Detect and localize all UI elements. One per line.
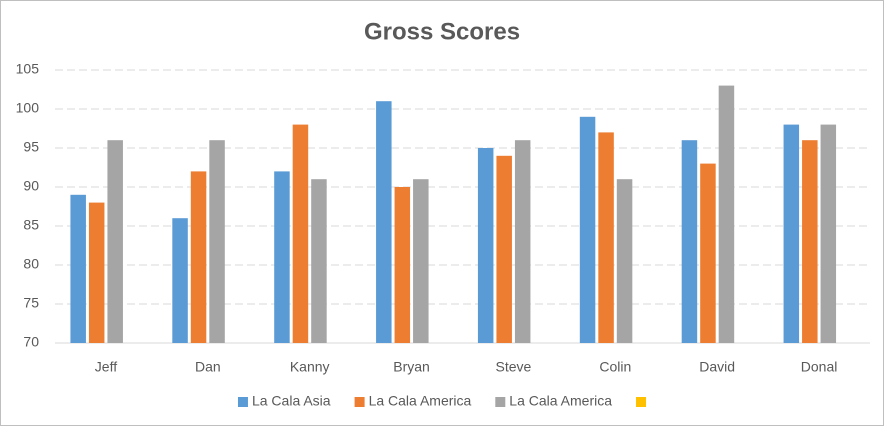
bar [190, 171, 207, 343]
y-tick-label: 85 [23, 217, 39, 233]
legend-swatch [636, 397, 647, 407]
bar [413, 179, 429, 343]
bar [579, 116, 596, 343]
legend-swatch [354, 397, 365, 407]
bar [274, 171, 290, 343]
chart-title: Gross Scores [364, 18, 520, 45]
legend-swatch [495, 397, 506, 407]
x-tick-label: Jeff [95, 359, 117, 375]
legend-label: La Cala America [509, 393, 612, 409]
y-tick-label: 100 [16, 100, 40, 116]
bar [802, 140, 818, 343]
bar [311, 179, 327, 343]
x-tick-label: Donal [801, 359, 838, 375]
x-tick-label: Bryan [393, 359, 430, 375]
y-tick-label: 80 [23, 256, 39, 272]
bar [70, 194, 86, 343]
bar [820, 124, 837, 343]
y-tick-label: 70 [23, 334, 39, 350]
bar [598, 132, 614, 343]
x-tick-label: Dan [195, 359, 221, 375]
bar [783, 124, 800, 343]
legend-swatch [237, 397, 248, 407]
y-tick-label: 90 [23, 178, 39, 194]
legend-label: La Cala America [369, 393, 472, 409]
y-tick-label: 75 [23, 295, 39, 311]
legend-label: La Cala Asia [252, 393, 331, 409]
bar [172, 218, 188, 343]
x-tick-label: Steve [496, 359, 532, 375]
x-tick-label: Kanny [290, 359, 330, 375]
bar [700, 163, 716, 343]
bar [394, 187, 411, 343]
bar [681, 140, 698, 343]
y-tick-label: 105 [16, 61, 40, 77]
bar [496, 155, 512, 343]
bar [718, 85, 735, 343]
bar [376, 101, 392, 343]
bar [616, 179, 633, 343]
bar [514, 140, 531, 343]
x-tick-label: David [699, 359, 735, 375]
bar [209, 140, 225, 343]
bar [292, 124, 309, 343]
y-tick-label: 95 [23, 139, 39, 155]
bar [107, 140, 123, 343]
bar [88, 202, 105, 343]
x-tick-label: Colin [599, 359, 631, 375]
bar [477, 148, 494, 343]
